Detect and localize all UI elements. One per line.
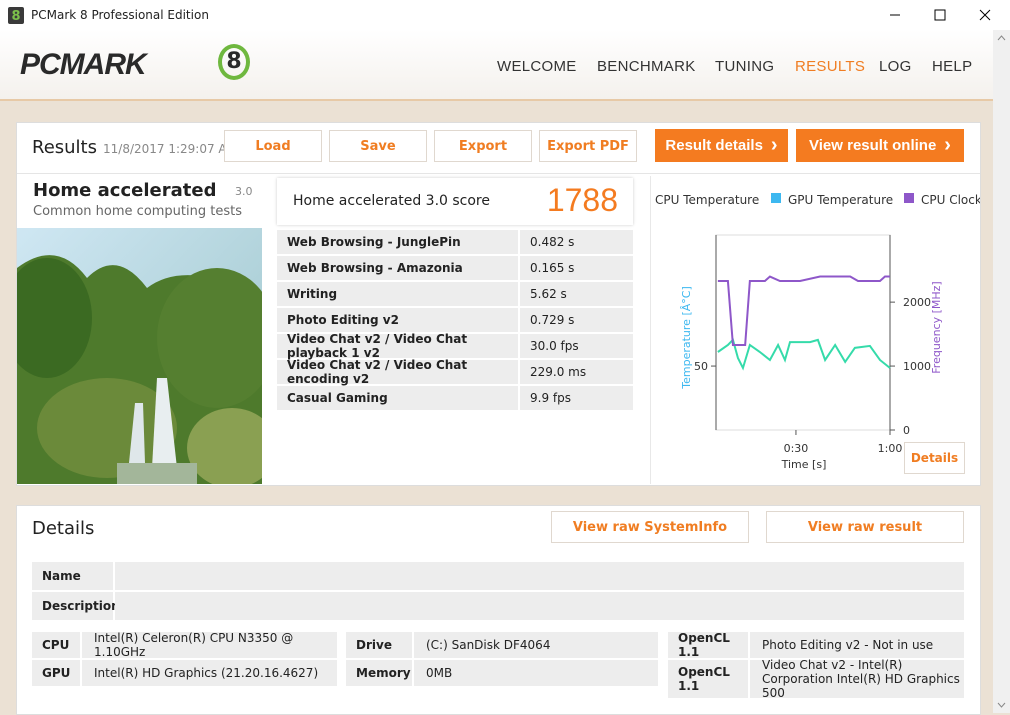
toolbar-button[interactable]: Load <box>224 130 322 162</box>
x-tick-label: 1:00 <box>878 442 903 455</box>
toolbar-button[interactable]: Export PDF <box>539 130 637 162</box>
subscore-value: 5.62 s <box>520 282 633 306</box>
nav-item[interactable]: BENCHMARK <box>597 58 696 75</box>
y2-tick-label: 0 <box>903 424 910 437</box>
details-title: Details <box>32 518 95 539</box>
details-button[interactable]: Details <box>904 442 965 474</box>
divider <box>17 173 980 174</box>
system-value: (C:) SanDisk DF4064 <box>414 632 658 658</box>
chevron: › <box>770 134 778 156</box>
nav-item[interactable]: HELP <box>932 58 973 75</box>
subscore-name: Photo Editing v2 <box>277 308 518 332</box>
subscore-name: Video Chat v2 / Video Chat playback 1 v2 <box>277 332 518 360</box>
test-image <box>17 228 262 484</box>
y2-tick-label: 1000 <box>903 360 931 373</box>
system-label: Drive <box>346 632 412 658</box>
series-line <box>717 337 891 371</box>
subscore-value: 0.165 s <box>520 256 633 280</box>
subscore-name: Writing <box>277 282 518 306</box>
nav-item[interactable]: RESULTS <box>795 58 866 75</box>
chevron: › <box>944 134 951 156</box>
chart: 0:30 1:00 50 0 1000 2000 Time [s] Temperature [… <box>655 193 980 471</box>
field-label: Description <box>32 592 120 620</box>
subscore-name: Video Chat v2 / Video Chat encoding v2 <box>277 358 518 386</box>
legend-label: GPU Temperature <box>788 193 893 207</box>
plot-frame <box>715 234 891 431</box>
window-title: PCMark 8 Professional Edition <box>31 8 209 22</box>
toolbar-button[interactable]: Export <box>434 130 532 162</box>
system-value: 0MB <box>414 660 658 686</box>
field-value <box>115 592 964 620</box>
score-label: Home accelerated 3.0 score <box>293 193 490 209</box>
nav-item[interactable]: WELCOME <box>497 58 577 75</box>
toolbar-button[interactable]: Save <box>329 130 427 162</box>
divider <box>650 176 651 484</box>
header: PCMARK 8 WELCOME BENCHMARK TUNING RESULTS LO… <box>0 30 993 101</box>
primary-button[interactable]: View result online › <box>796 129 964 162</box>
x-axis-label: Time [s] <box>781 458 827 471</box>
field-label: Name <box>32 562 113 590</box>
subscore-value: 9.9 fps <box>520 386 633 410</box>
system-label: GPU <box>32 660 80 686</box>
system-value: Intel(R) HD Graphics (21.20.16.4627) <box>82 660 337 686</box>
system-value: Video Chat v2 - Intel(R) Corporation Int… <box>750 658 964 700</box>
system-label: CPU <box>32 632 80 658</box>
series-line <box>717 275 890 346</box>
subscore-value: 229.0 ms <box>520 360 633 384</box>
system-label: OpenCL 1.1 <box>668 660 748 698</box>
logo-digit: 8 <box>218 44 250 80</box>
subscore-value: 30.0 fps <box>520 334 633 358</box>
x-tick-label: 0:30 <box>784 442 809 455</box>
nav-item[interactable]: TUNING <box>715 58 775 75</box>
y-axis-label: Temperature [Â°C] <box>680 286 693 389</box>
system-value: Photo Editing v2 - Not in use <box>750 632 964 658</box>
field-value <box>115 562 964 590</box>
logo-text: PCMARK <box>20 48 147 81</box>
system-label: Memory <box>346 660 412 686</box>
details-button[interactable]: View raw SystemInfo <box>551 511 749 543</box>
test-description: Common home computing tests <box>33 204 242 219</box>
legend-swatch <box>904 193 914 203</box>
app-icon: 8 <box>8 7 24 24</box>
score-box <box>277 178 633 225</box>
details-button[interactable]: View raw result <box>766 511 964 543</box>
results-title: Results <box>32 137 97 158</box>
subscore-name: Web Browsing - Amazonia <box>277 256 518 280</box>
test-name: Home accelerated <box>33 180 217 201</box>
scrollbar[interactable] <box>993 30 1010 713</box>
test-version: 3.0 <box>235 185 253 198</box>
legend-label: CPU Clock <box>921 193 980 207</box>
y2-tick-label: 2000 <box>903 296 931 309</box>
system-label: OpenCL 1.1 <box>668 631 748 659</box>
subscore-value: 0.482 s <box>520 230 633 254</box>
title-bar: 8 PCMark 8 Professional Edition <box>0 0 1010 30</box>
subscore-value: 0.729 s <box>520 308 633 332</box>
primary-button[interactable]: Result details › <box>655 129 788 162</box>
legend-label: CPU Temperature <box>655 193 759 207</box>
nav-item[interactable]: LOG <box>879 58 912 75</box>
result-date: 11/8/2017 1:29:07 AM <box>103 142 237 156</box>
y2-axis-label: Frequency [MHz] <box>930 281 943 373</box>
subscore-name: Casual Gaming <box>277 386 518 410</box>
y-tick-label: 50 <box>694 360 708 373</box>
svg-text:8: 8 <box>11 9 20 24</box>
system-value: Intel(R) Celeron(R) CPU N3350 @ 1.10GHz <box>82 631 337 659</box>
subscore-name: Web Browsing - JunglePin <box>277 230 518 254</box>
score-value: 1788 <box>546 182 618 218</box>
window-controls[interactable] <box>880 0 1010 30</box>
legend-swatch <box>771 193 781 203</box>
